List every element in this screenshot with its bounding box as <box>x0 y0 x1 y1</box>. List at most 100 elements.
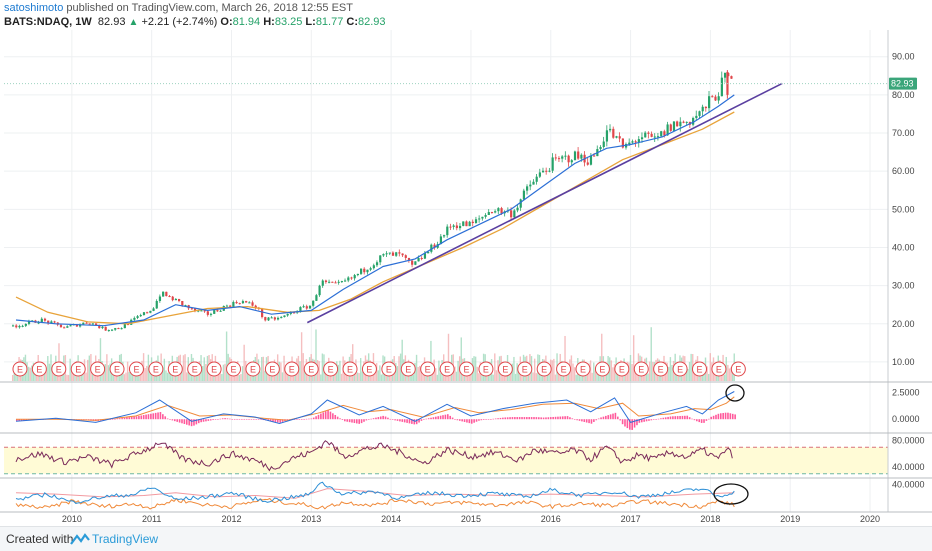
earnings-marker <box>264 361 280 377</box>
candle-body <box>158 296 162 301</box>
candle-body <box>650 133 653 137</box>
y-tick-label: 20.00 <box>892 319 915 329</box>
macd-histogram-bar <box>217 419 219 420</box>
username-link[interactable]: satoshimoto <box>4 2 64 14</box>
macd-histogram-bar <box>255 418 258 420</box>
macd-histogram-bar <box>15 419 18 422</box>
tradingview-logo-icon[interactable] <box>70 532 90 546</box>
symbol-label[interactable]: BATS:NDAQ, 1W <box>4 16 92 28</box>
macd-histogram-bar <box>475 419 478 422</box>
candle-body <box>69 325 72 327</box>
macd-histogram-bar <box>174 419 176 422</box>
earnings-marker-label: E <box>444 365 450 375</box>
volume-bar <box>415 354 418 381</box>
volume-bar <box>144 368 146 381</box>
volume-bar <box>185 372 188 381</box>
macd-histogram-bar <box>312 417 315 420</box>
macd-histogram-bar <box>509 417 511 420</box>
last-price: 82.93 <box>97 16 126 28</box>
volume-bar <box>112 374 114 381</box>
macd-histogram-bar <box>454 419 456 420</box>
macd-histogram-bar <box>130 416 133 420</box>
candle-body <box>213 310 216 314</box>
macd-histogram-bar <box>348 419 351 423</box>
candle-body <box>723 72 727 78</box>
x-tick-label: 2018 <box>700 514 720 524</box>
macd-histogram-bar <box>178 419 181 423</box>
volume-bar <box>26 362 28 381</box>
candle-body <box>487 212 490 215</box>
candle-body <box>331 281 334 283</box>
candle-body <box>238 303 241 305</box>
volume-bar <box>690 353 692 381</box>
volume-bar <box>589 360 592 381</box>
candle-body <box>541 170 545 173</box>
tradingview-link[interactable]: TradingView <box>92 532 159 546</box>
candle-body <box>197 310 200 312</box>
candle-body <box>126 324 130 326</box>
candle-body <box>117 328 120 330</box>
candle-body <box>379 255 382 263</box>
volume-bar <box>380 374 383 381</box>
earnings-marker <box>323 361 339 377</box>
candle-body <box>235 301 238 304</box>
candle-body <box>225 305 229 307</box>
candles <box>11 70 733 332</box>
volume-bar <box>358 373 360 381</box>
volume-bar <box>300 332 303 381</box>
volume-bar <box>511 363 514 381</box>
macd-histogram-bar <box>470 419 473 424</box>
candle-body <box>701 106 704 112</box>
macd-histogram-bar <box>370 418 372 420</box>
volume-bar <box>435 368 437 381</box>
macd-histogram-bar <box>391 419 394 420</box>
oscillator-orange-line <box>15 497 735 510</box>
macd-histogram-bar <box>281 419 284 422</box>
macd-histogram-bar <box>183 419 186 425</box>
candle-body <box>420 258 423 260</box>
candle-body <box>465 221 468 227</box>
macd-histogram-bar <box>27 419 30 421</box>
candle-body <box>577 151 580 159</box>
annotations <box>713 384 749 505</box>
candle-body <box>535 176 538 182</box>
macd-histogram-bar <box>401 419 404 422</box>
candle-body <box>676 121 679 127</box>
volume-bar <box>66 374 68 381</box>
macd-histogram-bar <box>164 416 167 420</box>
volume-bar <box>457 360 459 381</box>
macd-histogram-bar <box>461 419 463 422</box>
chart-canvas[interactable]: E E E E E E E E E E E E E E E E E E E E E E E E E E E E E E E E E E E E E E 2… <box>0 0 932 526</box>
candle-body <box>663 131 666 136</box>
volume-bar <box>361 371 363 381</box>
volume-bar <box>29 367 31 381</box>
macd-histogram-bar <box>652 419 655 420</box>
earnings-marker <box>400 361 416 377</box>
candle-body <box>200 310 203 312</box>
earnings-marker-label: E <box>658 365 664 375</box>
volume-bar <box>610 360 613 381</box>
macd-histogram-bar <box>593 419 595 422</box>
volume-bar <box>495 370 498 381</box>
candle-body <box>407 257 411 261</box>
earnings-marker-label: E <box>522 365 528 375</box>
macd-histogram-bar <box>169 419 171 420</box>
volume-bar <box>264 370 266 381</box>
macd-histogram-bar <box>341 419 344 421</box>
volume-bar <box>447 333 450 381</box>
volume-bar <box>709 353 711 381</box>
candle-body <box>203 310 206 312</box>
macd-histogram-bar <box>511 417 514 420</box>
candle-body <box>104 326 107 331</box>
earnings-marker-label: E <box>289 365 295 375</box>
created-with-label: Created with <box>6 532 74 546</box>
candle-body <box>162 291 165 297</box>
volume-bar <box>535 373 537 381</box>
macd-histogram-bar <box>193 419 195 426</box>
candle-body <box>190 308 193 310</box>
candle-body <box>363 268 366 273</box>
macd-histogram-bar <box>389 418 392 420</box>
candle-body <box>101 326 104 329</box>
candle-body <box>299 307 302 312</box>
